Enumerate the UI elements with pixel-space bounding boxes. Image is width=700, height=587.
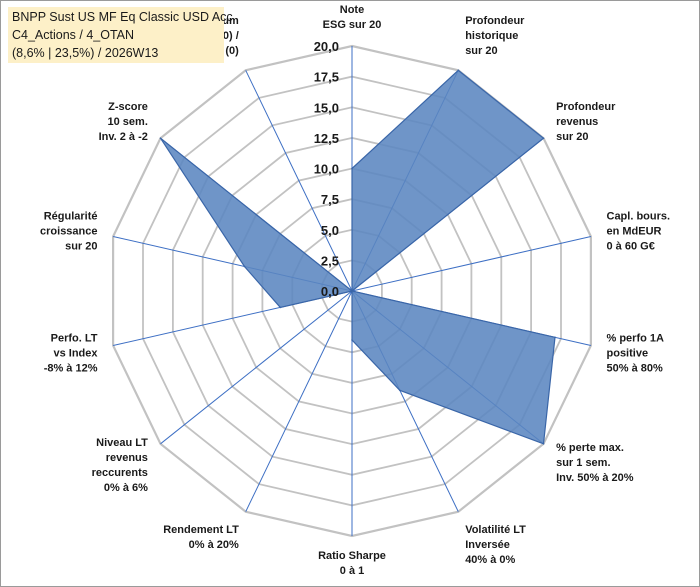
tick-label: 5,0	[321, 223, 339, 238]
axis-label-line: Capl. bours.	[607, 211, 671, 223]
tick-label: 15,0	[314, 100, 339, 115]
axis-label-line: 40% à 0%	[465, 554, 515, 566]
axis-label-line: Profondeur	[556, 101, 616, 113]
data-point	[554, 336, 556, 339]
title-line-stats: (8,6% | 23,5%) / 2026W13	[12, 46, 159, 60]
axis-label-line: croissance	[40, 226, 97, 238]
tick-label: 10,0	[314, 162, 339, 177]
data-point	[159, 137, 162, 139]
axis-label-line: Rendement LT	[163, 524, 239, 536]
data-point	[351, 290, 353, 292]
axis-label-line: Inversée	[465, 539, 510, 551]
chart-title-box: BNPP Sust US MF Eq Classic USD Acc C4_Ac…	[8, 7, 233, 63]
axis-label-line: sur 20	[556, 131, 588, 143]
data-point	[243, 265, 246, 268]
axis-label: Volatilité LT Inversée 40% à 0%	[465, 524, 526, 566]
data-point	[457, 69, 460, 72]
axis-label-line: ESG sur 20	[323, 19, 382, 31]
title-line-fund: BNPP Sust US MF Eq Classic USD Acc	[12, 10, 233, 24]
data-point	[351, 167, 353, 170]
data-point	[542, 443, 545, 445]
axis-label: Z-score 10 sem. Inv. 2 à -2	[99, 101, 148, 143]
axis-label: Rendement LT 0% à 20%	[163, 524, 239, 551]
axis-label-line: 0 à 1	[340, 565, 364, 577]
axis-label: Perfo. LT vs Index -8% à 12%	[44, 332, 99, 374]
axis-label-line: Inv. 2 à -2	[99, 131, 148, 143]
axis-label-line: Profondeur	[465, 15, 525, 27]
axis-label-line: reccurents	[92, 467, 148, 479]
spoke-line	[351, 236, 592, 292]
data-point	[279, 306, 282, 309]
data-point	[351, 339, 353, 341]
axis-label-line: positive	[607, 347, 649, 359]
axis-label: Capl. bours. en MdEUR 0 à 60 G€	[607, 211, 671, 253]
axis-label-line: 50% à 80%	[607, 362, 663, 374]
axis-label-line: % perfo 1A	[607, 332, 665, 344]
axis-label-line: Z-score	[108, 101, 148, 113]
radar-series	[159, 69, 556, 445]
axis-label-line: -8% à 12%	[44, 362, 98, 374]
tick-label: 2,5	[321, 253, 339, 268]
axis-label: Note ESG sur 20	[323, 4, 382, 31]
axis-label-line: sur 1 sem.	[556, 457, 610, 469]
axis-label-line: vs Index	[53, 347, 98, 359]
axis-label-line: Inv. 50% à 20%	[556, 472, 634, 484]
axis-label: Ratio Sharpe 0 à 1	[318, 550, 386, 577]
axis-label-line: en MdEUR	[607, 226, 662, 238]
axis-label-line: 0% à 6%	[104, 482, 148, 494]
axis-label-line: Régularité	[44, 211, 98, 223]
axis-label: Profondeur historique sur 20	[465, 15, 525, 57]
axis-label-line: Ratio Sharpe	[318, 550, 386, 562]
tick-label: 7,5	[321, 192, 339, 207]
axis-label: Profondeur revenus sur 20	[556, 101, 616, 143]
axis-label: % perfo 1A positive 50% à 80%	[607, 332, 665, 374]
spoke-line	[245, 290, 353, 512]
axis-label-line: Note	[340, 4, 364, 16]
axis-label-line: Perfo. LT	[51, 332, 98, 344]
tick-label: 12,5	[314, 131, 339, 146]
tick-label: 0,0	[321, 284, 339, 299]
data-point	[399, 389, 401, 392]
data-point	[542, 137, 545, 139]
tick-label: 20,0	[314, 39, 339, 54]
axis-label-line: 0% à 20%	[189, 539, 239, 551]
axis-label: Régularité croissance sur 20	[40, 211, 97, 253]
axis-label-line: revenus	[556, 116, 598, 128]
title-line-category: C4_Actions / 4_OTAN	[12, 28, 135, 42]
series-area	[159, 69, 556, 445]
axis-label-line: sur 20	[465, 45, 497, 57]
axis-label-line: Volatilité LT	[465, 524, 526, 536]
axis-label: % perte max. sur 1 sem. Inv. 50% à 20%	[556, 442, 634, 484]
axis-label-line: historique	[465, 30, 518, 42]
spoke-line	[245, 70, 353, 292]
axis-label: Niveau LT revenus reccurents 0% à 6%	[92, 437, 149, 494]
axis-label-line: revenus	[106, 452, 148, 464]
tick-label: 17,5	[314, 70, 339, 85]
axis-label-line: % perte max.	[556, 442, 624, 454]
radial-tick-labels: 0,0 2,5 5,0 7,5 10,0 12,5 15,0 17,5 20,0	[314, 39, 339, 299]
spoke-line	[160, 290, 353, 445]
axis-label-line: Niveau LT	[96, 437, 148, 449]
axis-label-line: sur 20	[65, 241, 97, 253]
axis-label-line: 0 à 60 G€	[607, 241, 655, 253]
axis-label-line: 10 sem.	[108, 116, 148, 128]
